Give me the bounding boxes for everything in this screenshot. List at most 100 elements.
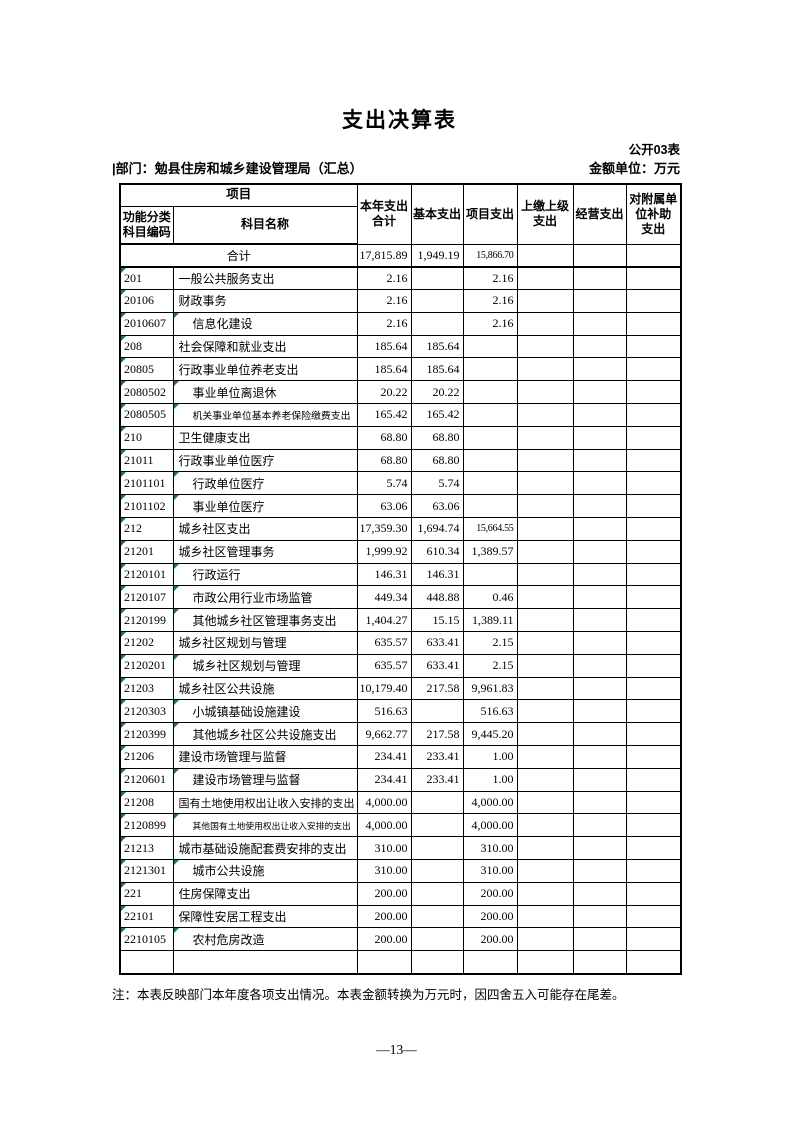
table-row: 2120101 行政运行 146.31 146.31 bbox=[119, 562, 682, 587]
code-cell: 21203 bbox=[119, 676, 174, 701]
code-cell: 221 bbox=[119, 881, 174, 906]
amount-cell bbox=[462, 380, 518, 405]
amount-cell bbox=[516, 311, 574, 336]
amount-cell bbox=[516, 357, 574, 382]
amount-cell: 15.15 bbox=[410, 608, 464, 633]
table-row: 201 一般公共服务支出 2.16 2.16 bbox=[119, 266, 682, 291]
amount-cell: 1,999.92 bbox=[356, 539, 412, 564]
amount-cell: 1.00 bbox=[462, 767, 518, 792]
amount-cell bbox=[572, 289, 627, 313]
subject-name-cell: 行政事业单位养老支出 bbox=[172, 357, 358, 382]
amount-cell: 17,359.30 bbox=[356, 517, 412, 541]
table-row: 21011 行政事业单位医疗 68.80 68.80 bbox=[119, 448, 682, 473]
amount-cell bbox=[410, 266, 464, 291]
amount-cell bbox=[625, 334, 682, 359]
subject-name-cell: 财政事务 bbox=[172, 289, 358, 313]
subject-name-cell: 城乡社区管理事务 bbox=[172, 539, 358, 564]
amount-cell: 1,694.74 bbox=[410, 517, 464, 541]
table-row: 2120899 其他国有土地使用权出让收入安排的支出 4,000.00 4,000.0… bbox=[119, 813, 682, 838]
amount-cell: 234.41 bbox=[356, 767, 412, 792]
subject-name-cell: 国有土地使用权出让收入安排的支出 bbox=[172, 790, 358, 815]
subject-name-cell bbox=[172, 950, 358, 974]
amount-cell: 165.42 bbox=[356, 403, 412, 427]
amount-cell bbox=[625, 243, 682, 268]
table-row: 212 城乡社区支出 17,359.30 1,694.74 15,664.55 bbox=[119, 517, 682, 541]
amount-cell bbox=[462, 403, 518, 427]
table-row: 21213 城市基础设施配套费安排的支出 310.00 310.00 bbox=[119, 836, 682, 861]
amount-cell bbox=[625, 517, 682, 541]
amount-cell: 185.64 bbox=[356, 334, 412, 359]
amount-cell bbox=[572, 859, 627, 883]
amount-cell bbox=[625, 311, 682, 336]
table-body: 合计 17,815.89 1,949.19 15,866.70 201 一般公共服务支出 2… bbox=[119, 243, 682, 974]
amount-cell bbox=[572, 380, 627, 405]
meta-row: |部门：勉县住房和城乡建设管理局（汇总） 金额单位：万元 bbox=[112, 158, 680, 177]
page-title: 支出决算表 bbox=[342, 109, 457, 132]
amount-cell bbox=[410, 881, 464, 906]
amount-cell bbox=[625, 425, 682, 450]
subject-name-cell: 其他城乡社区管理事务支出 bbox=[172, 608, 358, 633]
subject-name-cell: 事业单位医疗 bbox=[172, 494, 358, 519]
amount-cell: 1,404.27 bbox=[356, 608, 412, 633]
amount-cell bbox=[410, 289, 464, 313]
amount-cell: 9,662.77 bbox=[356, 722, 412, 747]
amount-cell bbox=[516, 745, 574, 769]
amount-cell: 2.16 bbox=[462, 311, 518, 336]
table-row: 2120601 建设市场管理与监督 234.41 233.41 1.00 bbox=[119, 767, 682, 792]
code-cell: 2120601 bbox=[119, 767, 174, 792]
code-cell: 21206 bbox=[119, 745, 174, 769]
amount-cell: 185.64 bbox=[410, 334, 464, 359]
amount-cell bbox=[516, 881, 574, 906]
table-header: 项目 本年支出 合计 基本支出 项目支出 上缴上级 支出 经营支出 对附属单 位… bbox=[119, 183, 682, 245]
amount-cell: 0.46 bbox=[462, 585, 518, 610]
code-cell: 2120201 bbox=[119, 653, 174, 678]
table-row: 2080502 事业单位离退休 20.22 20.22 bbox=[119, 380, 682, 405]
amount-cell: 2.16 bbox=[356, 266, 412, 291]
amount-cell bbox=[462, 357, 518, 382]
subject-name-cell: 其他城乡社区公共设施支出 bbox=[172, 722, 358, 747]
code-cell: 2080502 bbox=[119, 380, 174, 405]
amount-cell bbox=[516, 334, 574, 359]
amount-cell bbox=[625, 836, 682, 861]
table-row: 2101101 行政单位医疗 5.74 5.74 bbox=[119, 471, 682, 496]
amount-cell: 4,000.00 bbox=[356, 790, 412, 815]
amount-cell: 449.34 bbox=[356, 585, 412, 610]
subject-name-cell: 建设市场管理与监督 bbox=[172, 767, 358, 792]
amount-cell bbox=[572, 950, 627, 974]
subject-name-cell: 城乡社区支出 bbox=[172, 517, 358, 541]
code-cell: 2210105 bbox=[119, 927, 174, 952]
subject-name-cell: 城市公共设施 bbox=[172, 859, 358, 883]
subject-name-cell: 保障性安居工程支出 bbox=[172, 904, 358, 929]
amount-cell bbox=[625, 266, 682, 291]
code-cell: 20805 bbox=[119, 357, 174, 382]
amount-cell bbox=[625, 631, 682, 655]
amount-cell bbox=[625, 289, 682, 313]
amount-cell: 9,961.83 bbox=[462, 676, 518, 701]
amount-cell bbox=[516, 950, 574, 974]
amount-cell bbox=[572, 653, 627, 678]
amount-cell bbox=[572, 836, 627, 861]
amount-cell: 2.15 bbox=[462, 631, 518, 655]
amount-cell bbox=[516, 927, 574, 952]
table-row: 2080505 机关事业单位基本养老保险缴费支出 165.42 165.42 bbox=[119, 403, 682, 427]
code-cell: 208 bbox=[119, 334, 174, 359]
amount-cell bbox=[516, 767, 574, 792]
amount-cell bbox=[625, 380, 682, 405]
amount-cell: 146.31 bbox=[410, 562, 464, 587]
table-row: 20106 财政事务 2.16 2.16 bbox=[119, 289, 682, 313]
amount-cell: 635.57 bbox=[356, 653, 412, 678]
code-cell: 2120899 bbox=[119, 813, 174, 838]
amount-cell bbox=[410, 699, 464, 724]
amount-cell bbox=[516, 380, 574, 405]
amount-cell bbox=[625, 950, 682, 974]
amount-cell bbox=[572, 904, 627, 929]
amount-cell: 1,389.57 bbox=[462, 539, 518, 564]
amount-cell bbox=[516, 585, 574, 610]
amount-cell bbox=[625, 722, 682, 747]
amount-cell: 200.00 bbox=[462, 904, 518, 929]
amount-cell: 200.00 bbox=[462, 881, 518, 906]
code-cell: 21208 bbox=[119, 790, 174, 815]
amount-cell bbox=[625, 767, 682, 792]
amount-cell bbox=[516, 631, 574, 655]
